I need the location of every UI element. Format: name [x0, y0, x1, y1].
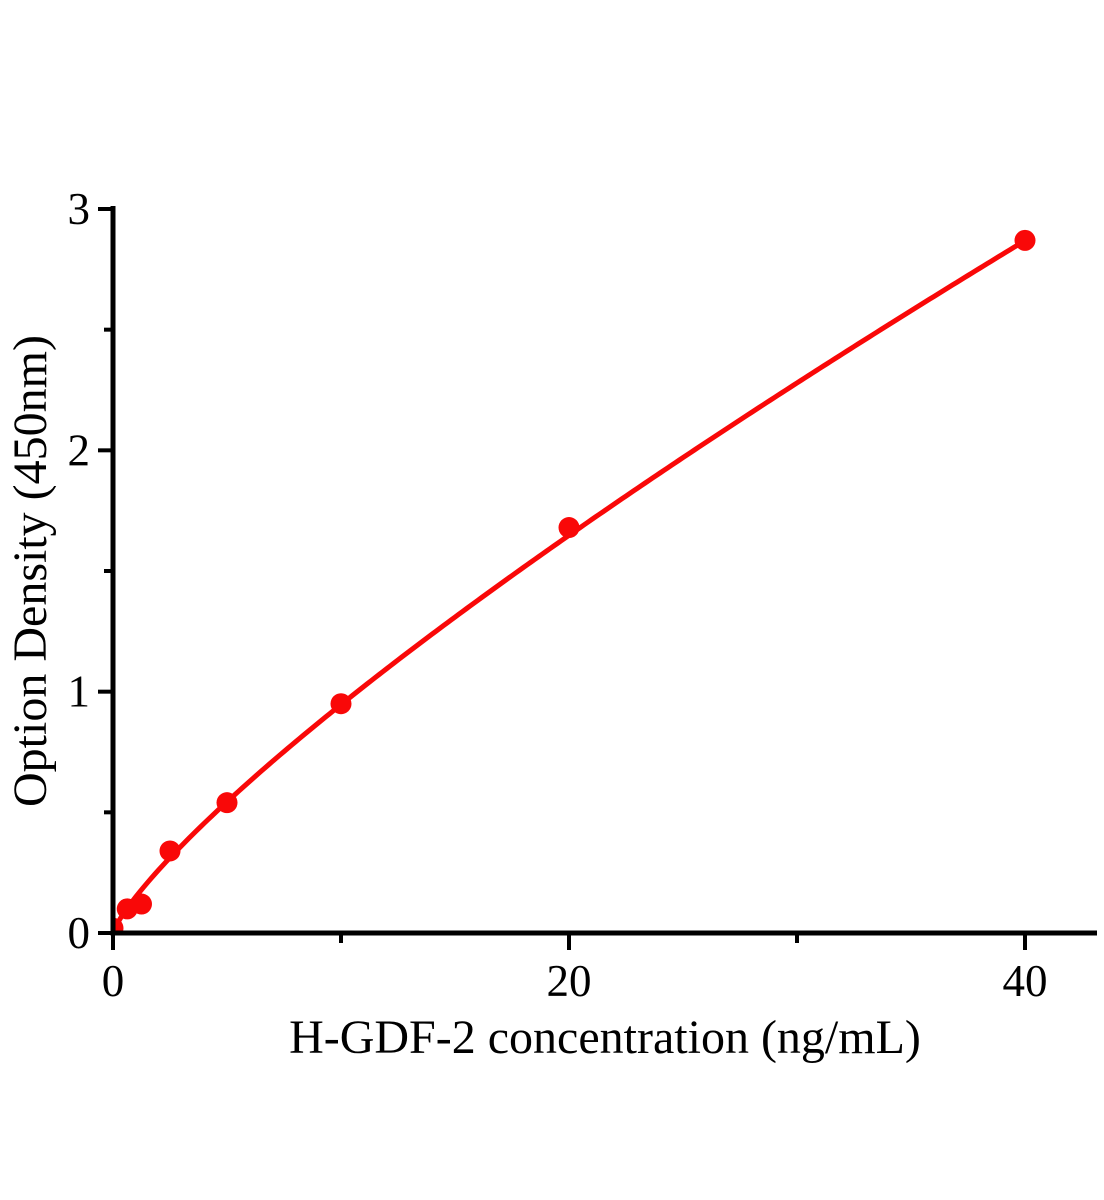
data-point — [113, 917, 124, 933]
y-tick-label: 2 — [68, 425, 91, 475]
y-tick-label: 0 — [68, 908, 91, 958]
tick-label-layer: 0 20 40 0 1 2 3 — [68, 184, 1048, 1006]
x-tick-label: 20 — [547, 956, 592, 1006]
data-point — [131, 893, 152, 915]
x-axis-title: H-GDF-2 concentration (ng/mL) — [289, 1011, 921, 1064]
data-point — [1014, 229, 1036, 251]
x-tick-label: 40 — [1003, 956, 1048, 1006]
y-tick-label: 3 — [68, 184, 91, 234]
series-layer — [113, 229, 1036, 933]
standard-curve-line — [113, 238, 1028, 933]
data-point — [558, 517, 580, 539]
axes-layer — [98, 206, 1097, 950]
y-axis-title: Option Density (450nm) — [4, 335, 57, 807]
y-tick-label: 1 — [68, 667, 91, 717]
data-point — [216, 792, 238, 814]
data-point — [159, 840, 181, 862]
x-tick-label: 0 — [102, 956, 125, 1006]
data-point — [330, 693, 352, 715]
